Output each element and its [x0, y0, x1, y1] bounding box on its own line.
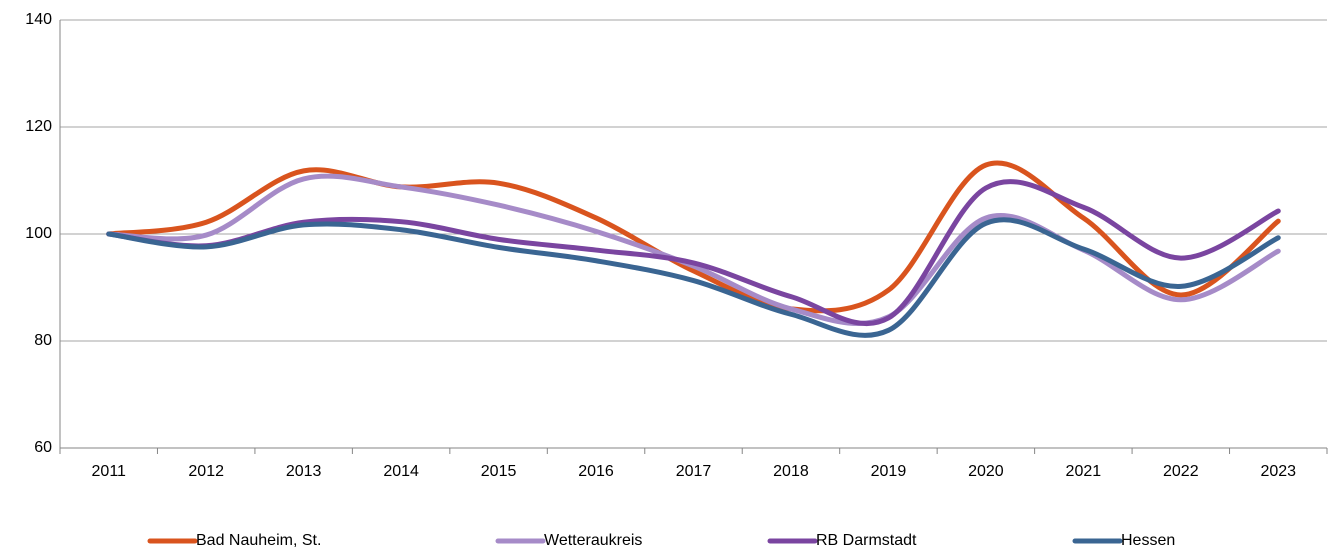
series-line: [106, 173, 1281, 326]
x-tick-label: 2022: [1163, 463, 1199, 480]
y-tick-label: 60: [34, 439, 52, 456]
x-tick-label: 2011: [92, 463, 127, 480]
series-line: [106, 160, 1281, 314]
x-tick-label: 2016: [578, 463, 614, 480]
x-tick-label: 2013: [286, 463, 322, 480]
y-tick-label: 80: [34, 332, 52, 349]
legend-label: Hessen: [1121, 532, 1175, 549]
y-tick-label: 120: [25, 118, 52, 135]
x-tick-label: 2023: [1260, 463, 1296, 480]
x-tick-label: 2012: [188, 463, 224, 480]
y-tick-label: 140: [25, 11, 52, 28]
x-tick-label: 2015: [481, 463, 517, 480]
legend-label: Wetteraukreis: [544, 532, 642, 549]
y-tick-label: 100: [25, 225, 52, 242]
series-line: [106, 179, 1281, 326]
legend-label: Bad Nauheim, St.: [196, 532, 321, 549]
x-tick-label: 2021: [1066, 463, 1102, 480]
series-line: [106, 217, 1281, 338]
x-tick-label: 2018: [773, 463, 809, 480]
x-tick-label: 2014: [383, 463, 419, 480]
x-tick-label: 2019: [871, 463, 907, 480]
x-tick-label: 2017: [676, 463, 712, 480]
x-tick-label: 2020: [968, 463, 1004, 480]
legend-label: RB Darmstadt: [816, 532, 917, 549]
